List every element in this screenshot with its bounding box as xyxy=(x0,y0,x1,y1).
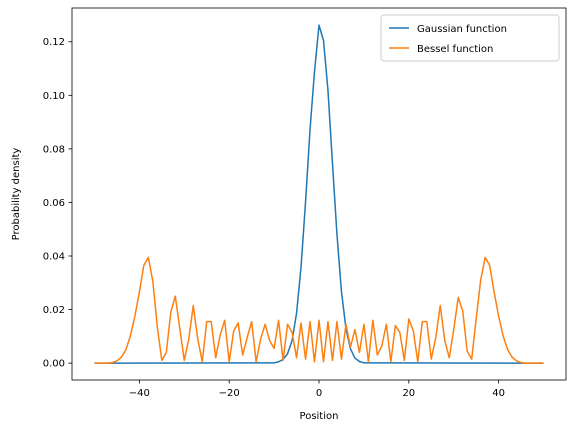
y-axis-label: Probability density xyxy=(11,148,22,241)
legend-label-2: Bessel function xyxy=(417,44,493,55)
y-tick-label: 0.04 xyxy=(43,252,65,263)
series-line-2 xyxy=(94,256,544,364)
x-tick-label: 20 xyxy=(402,388,415,399)
y-tick-label: 0.08 xyxy=(43,144,65,155)
x-tick-label: 40 xyxy=(492,388,505,399)
x-axis: −40 −20 0 20 40 xyxy=(129,380,505,399)
legend-label-1: Gaussian function xyxy=(417,24,507,35)
x-tick-label: −40 xyxy=(129,388,150,399)
plot-area xyxy=(94,24,544,364)
legend-frame xyxy=(380,14,560,62)
x-tick-label: −20 xyxy=(219,388,240,399)
series-line-1 xyxy=(94,24,544,364)
legend: Gaussian function Bessel function xyxy=(380,14,560,62)
y-tick-label: 0.10 xyxy=(43,91,65,102)
y-tick-label: 0.02 xyxy=(43,305,65,316)
y-axis: 0.00 0.02 0.04 0.06 0.08 0.10 0.12 xyxy=(43,37,72,370)
y-tick-label: 0.12 xyxy=(43,37,65,48)
x-tick-label: 0 xyxy=(316,388,322,399)
y-tick-label: 0.06 xyxy=(43,198,65,209)
y-tick-label: 0.00 xyxy=(43,359,65,370)
x-axis-label: Position xyxy=(300,411,339,422)
